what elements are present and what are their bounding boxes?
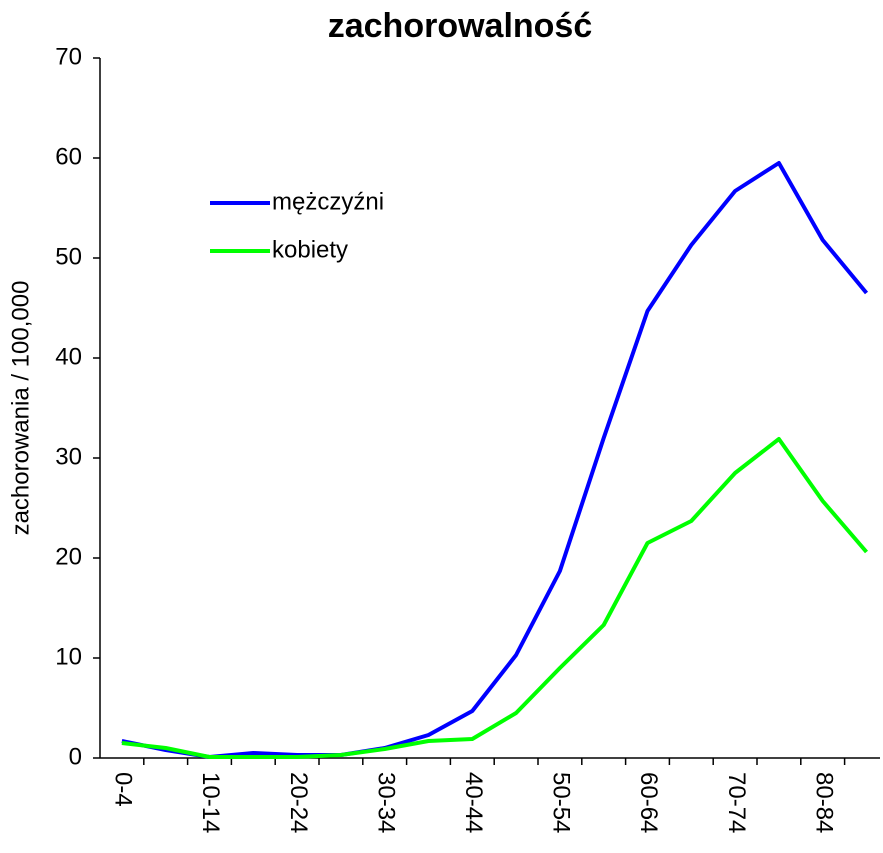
y-tick-label: 70 bbox=[55, 43, 82, 70]
legend-label: mężczyźni bbox=[272, 188, 384, 215]
y-tick-label: 60 bbox=[55, 143, 82, 170]
x-tick-label: 60-64 bbox=[635, 772, 662, 833]
series-line bbox=[121, 437, 869, 759]
x-tick-label: 80-84 bbox=[810, 772, 837, 833]
x-tick-label: 0-4 bbox=[110, 772, 137, 807]
y-tick-label: 50 bbox=[55, 243, 82, 270]
y-tick-label: 20 bbox=[55, 543, 82, 570]
chart-title: zachorowalność bbox=[328, 7, 593, 45]
y-tick-label: 30 bbox=[55, 443, 82, 470]
y-tick-label: 40 bbox=[55, 343, 82, 370]
x-tick-label: 70-74 bbox=[723, 772, 750, 833]
y-axis-label: zachorowania / 100,000 bbox=[7, 281, 34, 536]
y-tick-label: 0 bbox=[69, 743, 82, 770]
y-tick-label: 10 bbox=[55, 643, 82, 670]
series-line bbox=[121, 161, 869, 759]
x-tick-label: 50-54 bbox=[548, 772, 575, 833]
x-tick-label: 10-14 bbox=[197, 772, 224, 833]
x-tick-label: 30-34 bbox=[372, 772, 399, 833]
legend-label: kobiety bbox=[272, 236, 348, 263]
x-tick-label: 20-24 bbox=[285, 772, 312, 833]
x-tick-label: 40-44 bbox=[460, 772, 487, 833]
